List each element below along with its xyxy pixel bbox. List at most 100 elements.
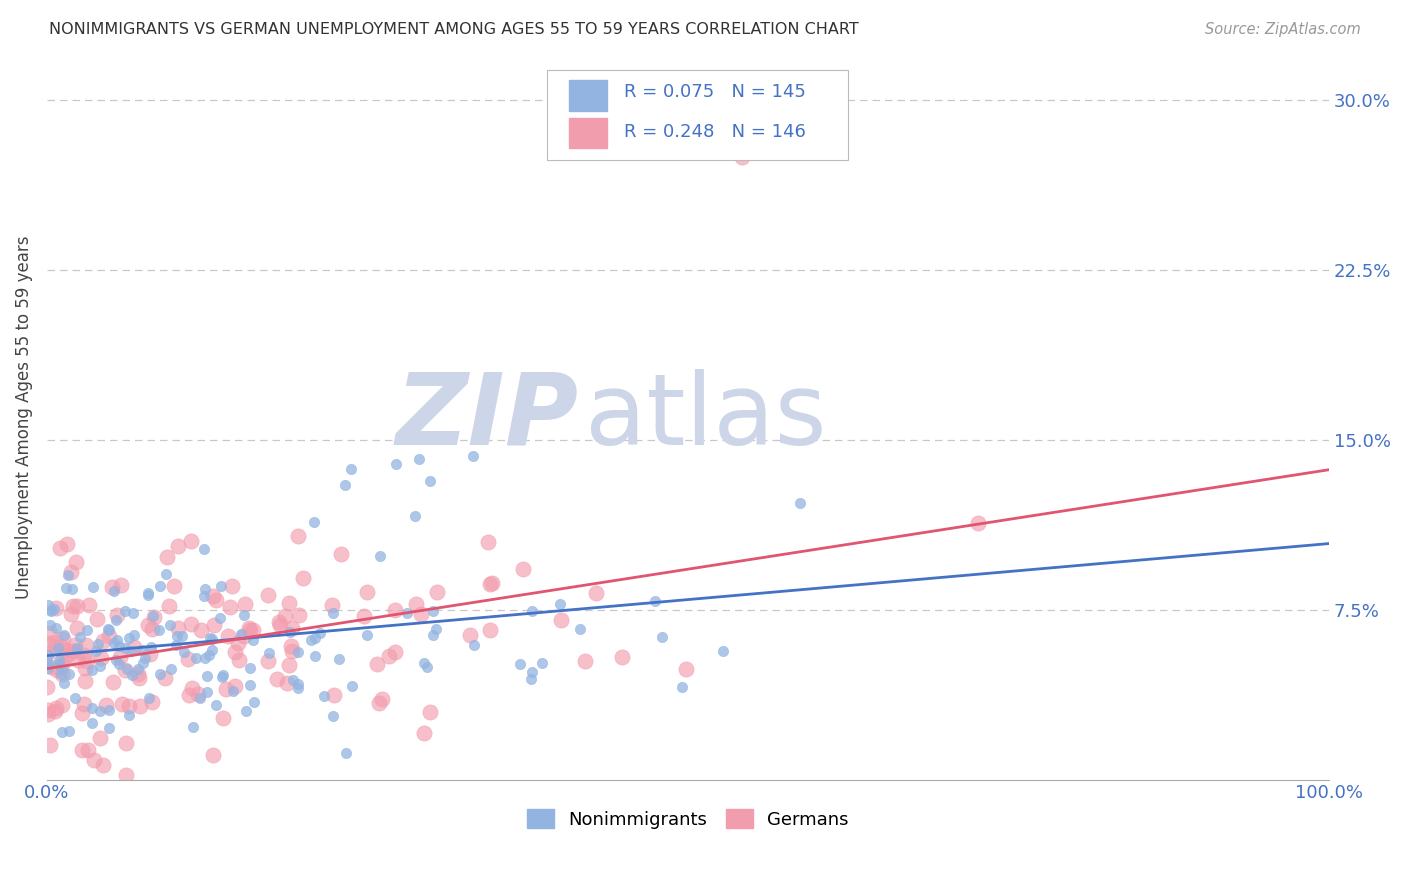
Point [73,661,96,675]
Point [335,746,357,760]
Point [422,627,444,641]
Point [463,638,485,652]
Point [49,666,72,681]
Point [333,478,356,492]
Point [226,636,249,650]
Point [193,541,215,556]
Point [356,628,378,642]
Point [67,653,90,667]
Point [312,690,335,704]
Point [321,598,343,612]
Point [201,747,224,762]
Point [585,586,607,600]
Point [281,644,304,658]
Point [520,673,543,687]
Point [39,604,62,618]
Point [481,576,503,591]
Point [269,618,291,632]
Point [217,629,239,643]
Point [39,738,62,752]
Point [190,623,212,637]
Point [302,515,325,529]
Point [184,651,207,665]
Point [173,645,195,659]
Point [37,657,59,671]
Point [159,662,181,676]
Text: R = 0.248   N = 146: R = 0.248 N = 146 [624,122,806,141]
Point [127,666,149,681]
Point [56,537,79,551]
Point [409,607,432,621]
Point [70,743,93,757]
Point [122,640,145,654]
Point [97,622,120,636]
Point [276,676,298,690]
Point [122,628,145,642]
Point [170,629,193,643]
Point [221,578,243,592]
Point [91,758,114,772]
Point [385,457,408,471]
Point [63,643,86,657]
Point [65,690,87,705]
Point [209,579,232,593]
Point [419,705,441,719]
Point [62,599,84,613]
Point [644,593,666,607]
Point [141,695,163,709]
Point [45,621,67,635]
Point [111,697,134,711]
Point [39,660,62,674]
Point [37,636,59,650]
Point [188,691,211,706]
Point [278,625,301,640]
Point [396,606,419,620]
Point [205,698,228,713]
Point [405,597,427,611]
Point [212,711,235,725]
Point [114,604,136,618]
Point [80,663,103,677]
Point [37,707,59,722]
Point [51,658,73,673]
Point [73,697,96,711]
Point [66,599,89,614]
Point [44,704,66,718]
Point [330,547,353,561]
Point [201,643,224,657]
Point [323,688,346,702]
Point [242,623,264,637]
Point [73,673,96,688]
Point [52,632,75,646]
Point [58,567,80,582]
Point [77,598,100,612]
Point [181,720,204,734]
Point [118,631,141,645]
Point [235,704,257,718]
Point [132,656,155,670]
Point [157,599,180,614]
Point [37,648,59,662]
Point [121,667,143,681]
Text: NONIMMIGRANTS VS GERMAN UNEMPLOYMENT AMONG AGES 55 TO 59 YEARS CORRELATION CHART: NONIMMIGRANTS VS GERMAN UNEMPLOYMENT AMO… [49,22,859,37]
Point [408,452,430,467]
Point [530,656,553,670]
Point [281,621,304,635]
Point [86,637,108,651]
Point [278,657,301,672]
Point [299,632,322,647]
Point [458,627,481,641]
Point [257,646,280,660]
Point [222,684,245,698]
Point [371,692,394,706]
Point [287,645,309,659]
Point [224,679,246,693]
Point [103,583,125,598]
Point [97,629,120,643]
Point [82,580,104,594]
Point [167,539,190,553]
Point [49,541,72,556]
Point [384,645,406,659]
Text: atlas: atlas [585,369,827,466]
Point [166,629,188,643]
